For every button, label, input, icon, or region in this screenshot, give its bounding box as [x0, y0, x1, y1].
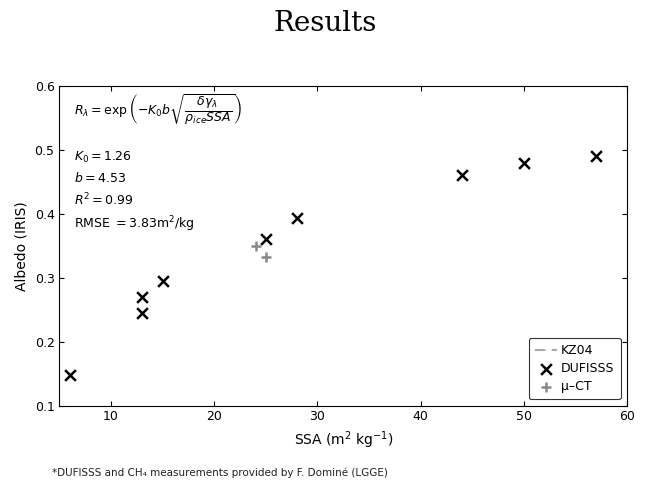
DUFISSS	[136, 309, 147, 317]
Text: $R_\lambda = \exp\left( - K_0 b \sqrt{\dfrac{\delta\gamma_\lambda}{\rho_{ice}SSA: $R_\lambda = \exp\left( - K_0 b \sqrt{\d…	[73, 92, 242, 127]
DUFISSS	[136, 293, 147, 301]
DUFISSS	[591, 153, 601, 160]
DUFISSS	[64, 371, 75, 379]
DUFISSS	[292, 215, 302, 222]
Text: $K_0 = 1.26$
$b= 4.53$
$R^2 = 0.99$
RMSE $= 3.83\mathrm{m}^2/\mathrm{kg}$: $K_0 = 1.26$ $b= 4.53$ $R^2 = 0.99$ RMSE…	[73, 150, 194, 234]
DUFISSS	[261, 236, 271, 243]
DUFISSS	[519, 159, 529, 167]
X-axis label: SSA (m$^2$ kg$^{-1}$): SSA (m$^2$ kg$^{-1}$)	[294, 429, 393, 451]
DUFISSS	[457, 172, 467, 180]
Legend: KZ04, DUFISSS, μ–CT: KZ04, DUFISSS, μ–CT	[528, 338, 621, 399]
Y-axis label: Albedo (IRIS): Albedo (IRIS)	[15, 201, 29, 291]
μ–CT	[261, 253, 271, 261]
Text: Results: Results	[273, 10, 377, 36]
μ–CT	[250, 242, 261, 250]
Text: *DUFISSS and CH₄ measurements provided by F. Dominé (LGGE): *DUFISSS and CH₄ measurements provided b…	[52, 467, 388, 478]
DUFISSS	[157, 277, 168, 285]
